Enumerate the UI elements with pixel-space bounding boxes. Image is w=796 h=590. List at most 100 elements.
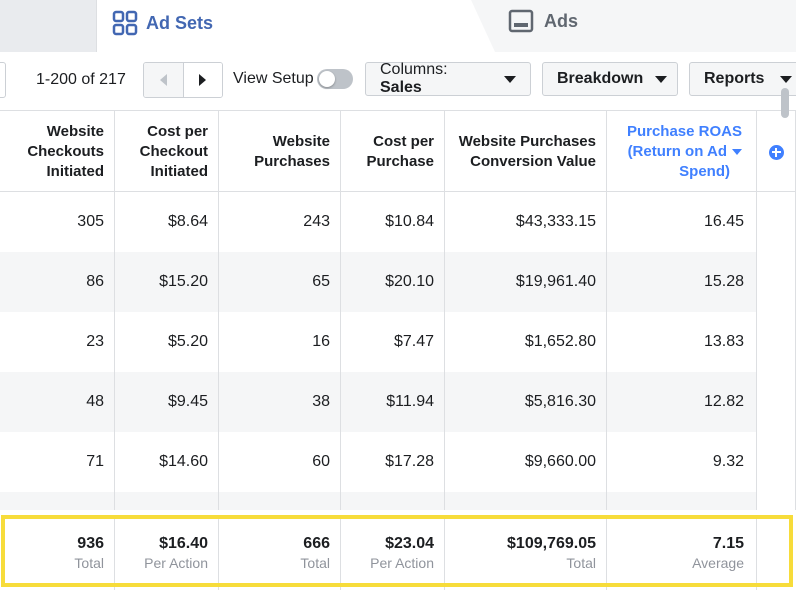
table-cell: 71 xyxy=(0,432,115,492)
chevron-left-icon xyxy=(159,74,167,86)
level-tab-bar: Ad Sets Ads xyxy=(0,0,796,52)
table-cell: 13.83 xyxy=(607,312,757,372)
totals-row: 936 Total $16.40 Per Action 666 Total $23.04 Pe… xyxy=(0,515,796,590)
table-row[interactable]: 71 $14.60 60 $17.28 $9,660.00 9.32 xyxy=(0,432,796,492)
header-line: Initiated xyxy=(46,163,104,180)
view-setup-label: View Setup xyxy=(233,70,314,87)
breakdown-label: Breakdown xyxy=(557,70,644,87)
table-cell: 65 xyxy=(219,252,341,312)
vertical-scrollbar-thumb[interactable] xyxy=(781,88,789,118)
tab-ad-sets[interactable] xyxy=(96,0,495,52)
pagination-controls xyxy=(143,62,223,98)
table-row[interactable]: 48 $9.45 38 $11.94 $5,816.30 12.82 xyxy=(0,372,796,432)
column-header-website-purchases[interactable]: Website Purchases xyxy=(219,111,341,193)
view-setup-toggle[interactable] xyxy=(317,69,353,89)
table-cell: $19,961.40 xyxy=(445,252,607,312)
totals-value: $23.04 xyxy=(385,534,434,552)
header-line: Website xyxy=(46,123,104,140)
header-line: Conversion Value xyxy=(470,153,596,170)
table-cell: $15.20 xyxy=(115,252,219,312)
totals-caption: Per Action xyxy=(144,554,208,571)
next-page-button[interactable] xyxy=(182,63,222,97)
table-cell: $3,206.10 xyxy=(445,492,607,510)
columns-value: Sales xyxy=(380,79,422,96)
chevron-down-icon xyxy=(655,75,668,83)
totals-caption: Total xyxy=(74,554,104,571)
table-cell: $5,816.30 xyxy=(445,372,607,432)
columns-dropdown[interactable]: Columns: Sales xyxy=(365,61,531,96)
table-cell: $43,333.15 xyxy=(445,192,607,252)
table-cell: $14.60 xyxy=(115,432,219,492)
header-line: Purchases xyxy=(254,153,330,170)
tab-campaigns-stub[interactable] xyxy=(0,0,98,52)
previous-page-button[interactable] xyxy=(144,63,183,97)
table-header-row: Website Checkouts Initiated Cost per Che… xyxy=(0,110,796,193)
breakdown-dropdown[interactable]: Breakdown xyxy=(542,62,678,96)
table-cell: $9.45 xyxy=(115,372,219,432)
totals-value: 666 xyxy=(303,534,330,552)
totals-cell: 936 Total xyxy=(0,515,115,590)
table-cell: $11.94 xyxy=(341,372,445,432)
table-cell: 243 xyxy=(219,192,341,252)
tab-ad-sets-label: Ad Sets xyxy=(146,12,214,33)
tab-ads[interactable]: Ads xyxy=(508,6,578,36)
totals-cell: $23.04 Per Action xyxy=(341,515,445,590)
table-cell: $7.47 xyxy=(341,312,445,372)
table-cell: 12.82 xyxy=(607,372,757,432)
table-cell: $23.71 xyxy=(115,492,219,510)
totals-caption: Total xyxy=(300,554,330,571)
tab-ads-label: Ads xyxy=(544,10,579,31)
column-header-conversion-value[interactable]: Website Purchases Conversion Value xyxy=(445,111,607,193)
totals-cell: $109,769.05 Total xyxy=(445,515,607,590)
tab-ad-sets-content[interactable]: Ad Sets xyxy=(112,8,213,38)
header-line: Purchase xyxy=(366,153,434,170)
header-line: Initiated xyxy=(150,163,208,180)
column-header-purchase-roas[interactable]: Purchase ROAS (Return on Ad Spend) xyxy=(607,111,757,193)
table-cell: 16 xyxy=(219,312,341,372)
header-line: Cost per xyxy=(147,123,208,140)
totals-cell: $16.40 Per Action xyxy=(115,515,219,590)
header-line: Cost per xyxy=(373,133,434,150)
chevron-down-icon xyxy=(780,75,792,83)
table-row[interactable]: 23 $5.20 16 $7.47 $1,652.80 13.83 xyxy=(0,312,796,372)
vertical-scrollbar-track[interactable] xyxy=(757,192,796,510)
totals-caption: Per Action xyxy=(370,554,434,571)
table-cell: 15.28 xyxy=(607,252,757,312)
column-header-cost-per-checkout[interactable]: Cost per Checkout Initiated xyxy=(115,111,219,193)
header-line: Purchase ROAS xyxy=(626,123,742,140)
table-row[interactable]: 86 $15.20 65 $20.10 $19,961.40 15.28 xyxy=(0,252,796,312)
toggle-knob xyxy=(319,71,335,87)
header-line: Checkout xyxy=(139,143,208,160)
table-cell: 38 xyxy=(219,372,341,432)
reports-dropdown[interactable]: Reports xyxy=(689,62,796,96)
column-header-checkouts-initiated[interactable]: Website Checkouts Initiated xyxy=(0,111,115,193)
header-line: Checkouts xyxy=(27,143,104,160)
table-cell: $1,652.80 xyxy=(445,312,607,372)
totals-value: $16.40 xyxy=(159,534,208,552)
ad-preview-icon xyxy=(508,9,534,33)
totals-value: $109,769.05 xyxy=(507,534,596,552)
header-line: Website xyxy=(272,133,330,150)
table-cell: 24 xyxy=(219,492,341,510)
add-column-button[interactable] xyxy=(757,111,796,193)
toolbar-left-control[interactable] xyxy=(0,62,6,98)
totals-value: 7.15 xyxy=(712,534,744,552)
table-cell: 48 xyxy=(0,372,115,432)
ad-sets-table: Website Checkouts Initiated Cost per Che… xyxy=(0,110,796,590)
totals-cell: 666 Total xyxy=(219,515,341,590)
chevron-down-icon xyxy=(504,75,516,83)
header-line: Spend) xyxy=(679,163,730,180)
table-row[interactable]: 305 $8.64 243 $10.84 $43,333.15 16.45 xyxy=(0,192,796,252)
table-cell: 16.45 xyxy=(607,192,757,252)
columns-label: Columns: xyxy=(380,61,448,78)
pagination-text: 1-200 of 217 xyxy=(36,71,126,88)
totals-cell: 7.15 Average xyxy=(607,515,757,590)
table-cell: 4.23 xyxy=(607,492,757,510)
table-row[interactable]: 32$23.7124$31.62$3,206.104.23 xyxy=(0,492,796,510)
table-cell: 305 xyxy=(0,192,115,252)
table-cell: 86 xyxy=(0,252,115,312)
table-body: 305 $8.64 243 $10.84 $43,333.15 16.45 86 $15.20… xyxy=(0,192,796,510)
header-line: Website Purchases xyxy=(458,133,596,150)
column-header-cost-per-purchase[interactable]: Cost per Purchase xyxy=(341,111,445,193)
sort-descending-icon[interactable] xyxy=(732,149,742,156)
